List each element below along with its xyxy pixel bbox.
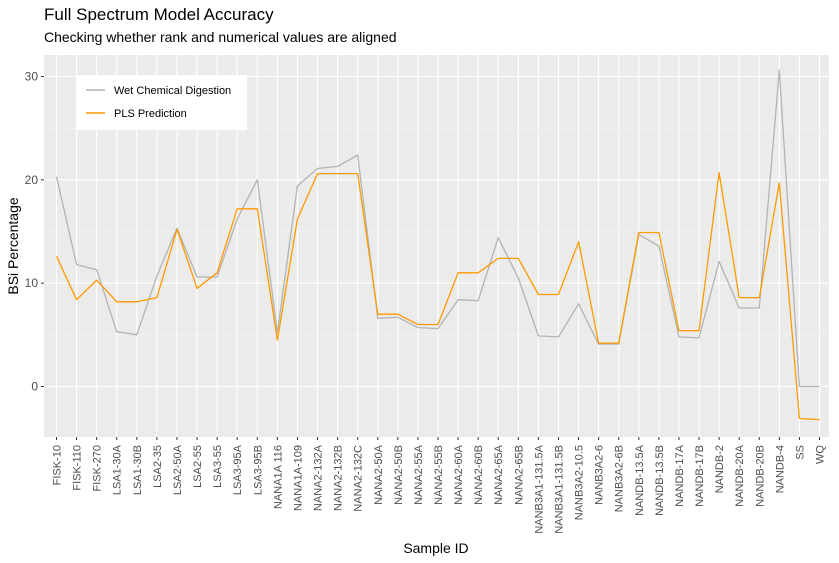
y-tick-label: 20 — [25, 173, 39, 187]
x-tick-label: NANA2-55B — [433, 445, 445, 505]
x-axis-title: Sample ID — [403, 540, 468, 556]
x-tick-label: LSA1-30A — [112, 444, 124, 495]
y-axis-title: BSi Percentage — [5, 197, 21, 294]
y-tick-label: 0 — [31, 380, 38, 394]
y-axis: 0 10 20 30 — [25, 70, 44, 394]
series-group — [55, 69, 820, 421]
x-tick-label: NANA2-60A — [453, 444, 465, 505]
legend-box — [77, 75, 247, 130]
y-tick-label: 10 — [25, 276, 39, 290]
x-tick-label: NANDB-13.5B — [654, 445, 666, 516]
x-tick-label: LSA2-55 — [192, 445, 204, 488]
series-line-wet-chemical-digestion — [55, 69, 820, 388]
x-tick-label: NANA2-132A — [313, 444, 325, 511]
x-tick-label: NANDB-4 — [774, 445, 786, 493]
x-tick-label: FISK-110 — [72, 445, 84, 491]
x-tick-label: NANB3A1-131.5A — [533, 444, 545, 533]
x-tick-label: NANDB-2 — [714, 445, 726, 493]
x-tick-label: NANA2-60B — [473, 445, 485, 505]
x-tick-label: NANA2-65A — [493, 444, 505, 505]
y-tick-label: 30 — [25, 70, 39, 84]
x-tick-label: LSA3-55 — [212, 445, 224, 488]
x-tick-label: NANDB-17B — [694, 445, 706, 507]
legend: Wet Chemical Digestion PLS Prediction — [77, 75, 247, 130]
legend-label-pls-prediction: PLS Prediction — [114, 108, 187, 120]
x-tick-label: NANB3A2-6 — [594, 445, 606, 505]
x-tick-label: NANB3A1-131.5B — [553, 445, 565, 534]
x-tick-label: LSA2-35 — [152, 445, 164, 488]
x-tick-label: FISK-10 — [52, 445, 64, 485]
x-tick-label: NANDB-13.5A — [634, 444, 646, 516]
x-tick-label: NANA2-132C — [353, 445, 365, 512]
x-tick-label: NANA1A-109 — [292, 445, 304, 511]
x-tick-label: NANDB-20A — [734, 444, 746, 506]
chart-title: Full Spectrum Model Accuracy — [44, 5, 274, 24]
x-tick-label: NANA2-65B — [513, 445, 525, 505]
x-tick-label: LSA2-50A — [172, 444, 184, 495]
x-tick-label: LSA3-95B — [252, 445, 264, 495]
x-tick-label: LSA3-95A — [232, 444, 244, 495]
x-tick-label: NANA2-132B — [333, 445, 345, 511]
x-tick-label: NANA2-50B — [393, 445, 405, 505]
x-tick-label: LSA1-30B — [132, 445, 144, 495]
legend-label-wet-chemical-digestion: Wet Chemical Digestion — [114, 85, 231, 97]
x-tick-label: FISK-270 — [92, 445, 104, 491]
chart-subtitle: Checking whether rank and numerical valu… — [44, 29, 397, 45]
x-tick-label: NANA2-50A — [373, 444, 385, 505]
x-tick-label: NANDB-20B — [754, 445, 766, 507]
x-tick-label: NANA1A 116 — [272, 445, 284, 509]
x-axis: FISK-10 FISK-110 FISK-270 LSA1-30A LSA1-30B L… — [52, 437, 827, 534]
x-tick-label: SS — [794, 445, 806, 460]
x-tick-label: WQ — [815, 445, 827, 464]
x-tick-label: NANA2-55A — [413, 444, 425, 505]
x-tick-label: NANB3A2-6B — [614, 445, 626, 512]
x-tick-label: NANB3A2-10.5 — [574, 445, 586, 520]
series-line-pls-prediction — [55, 171, 820, 421]
x-tick-label: NANDB-17A — [674, 444, 686, 506]
